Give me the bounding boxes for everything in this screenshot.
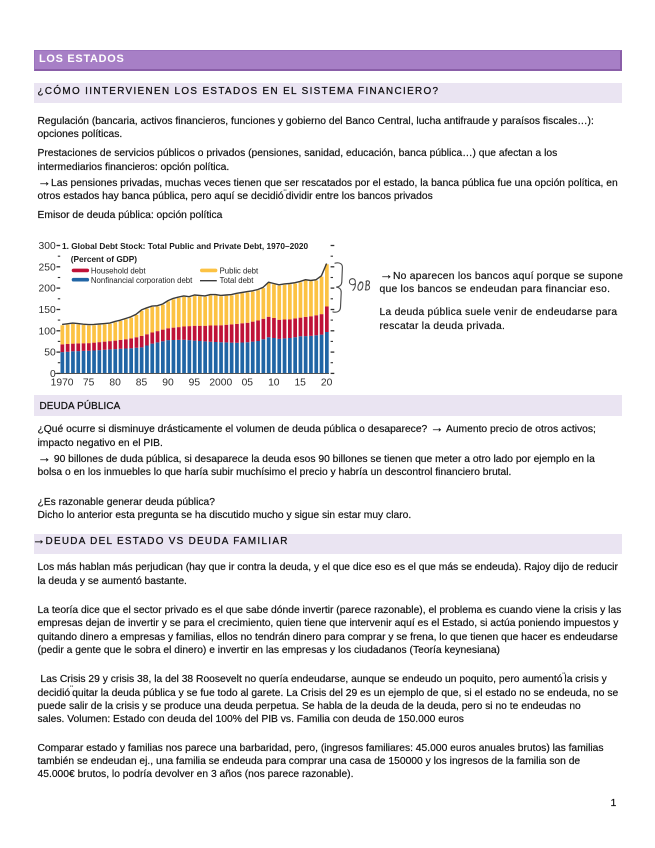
svg-text:Nonfinancial corporation debt: Nonfinancial corporation debt — [91, 276, 193, 285]
svg-text:75: 75 — [83, 378, 95, 389]
svg-text:250: 250 — [39, 262, 56, 273]
svg-text:100: 100 — [39, 326, 56, 337]
svg-text:50: 50 — [44, 348, 56, 359]
svg-text:300: 300 — [39, 241, 56, 252]
svg-text:10: 10 — [268, 378, 280, 389]
svg-text:80: 80 — [109, 378, 121, 389]
svg-text:90: 90 — [162, 378, 174, 389]
svg-text:200: 200 — [39, 284, 56, 295]
svg-text:150: 150 — [39, 305, 56, 316]
svg-text:Public debt: Public debt — [220, 266, 259, 275]
svg-text:05: 05 — [242, 378, 254, 389]
svg-text:20: 20 — [321, 378, 333, 389]
svg-text:15: 15 — [294, 378, 306, 389]
svg-text:85: 85 — [136, 378, 148, 389]
svg-text:Total debt: Total debt — [220, 276, 255, 285]
svg-text:2000: 2000 — [209, 378, 232, 389]
svg-text:(Percent of GDP): (Percent of GDP) — [71, 254, 138, 264]
svg-text:95: 95 — [189, 378, 201, 389]
svg-text:1. Global Debt Stock: Total Pu: 1. Global Debt Stock: Total Public and P… — [62, 241, 308, 251]
svg-text:1970: 1970 — [51, 378, 74, 389]
svg-text:Household debt: Household debt — [91, 266, 146, 275]
svg-text:0: 0 — [50, 369, 56, 380]
